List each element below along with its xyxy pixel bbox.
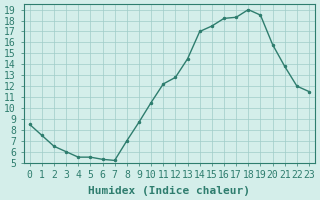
X-axis label: Humidex (Indice chaleur): Humidex (Indice chaleur)	[88, 186, 250, 196]
